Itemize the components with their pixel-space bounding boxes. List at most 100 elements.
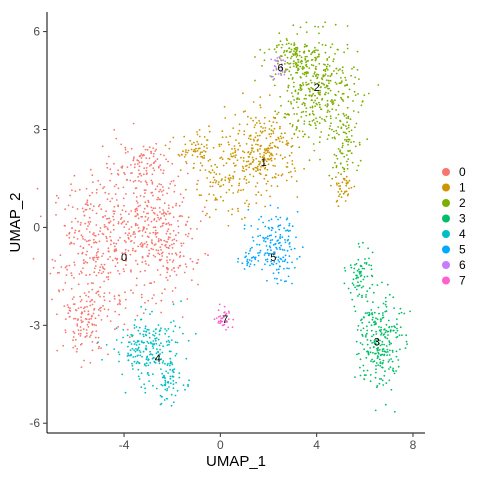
point-cluster-0 xyxy=(135,196,138,198)
point-cluster-0 xyxy=(159,211,161,213)
point-cluster-0 xyxy=(140,181,142,183)
point-cluster-1 xyxy=(282,136,285,139)
point-cluster-3 xyxy=(358,284,361,287)
point-cluster-3 xyxy=(396,327,398,330)
point-cluster-1 xyxy=(337,172,340,174)
point-cluster-3 xyxy=(376,386,378,389)
point-cluster-0 xyxy=(90,315,93,318)
point-cluster-4 xyxy=(165,370,168,373)
point-cluster-5 xyxy=(278,246,281,249)
point-cluster-1 xyxy=(269,158,272,160)
point-cluster-2 xyxy=(293,99,295,101)
point-cluster-2 xyxy=(314,46,316,49)
point-cluster-1 xyxy=(345,182,348,185)
point-cluster-0 xyxy=(107,278,110,281)
point-cluster-1 xyxy=(240,189,242,192)
point-cluster-0 xyxy=(150,163,153,166)
point-cluster-0 xyxy=(93,323,96,326)
point-cluster-0 xyxy=(197,179,199,182)
point-cluster-0 xyxy=(153,244,156,247)
point-cluster-0 xyxy=(91,323,93,325)
point-cluster-0 xyxy=(166,192,169,195)
point-cluster-0 xyxy=(137,217,140,220)
point-cluster-5 xyxy=(283,260,286,263)
point-cluster-0 xyxy=(72,336,75,338)
point-cluster-4 xyxy=(155,387,158,390)
point-cluster-0 xyxy=(87,225,89,228)
point-cluster-2 xyxy=(314,56,316,59)
point-cluster-0 xyxy=(115,242,118,245)
point-cluster-3 xyxy=(349,291,352,294)
point-cluster-3 xyxy=(378,342,380,345)
point-cluster-0 xyxy=(143,207,146,210)
point-cluster-0 xyxy=(74,317,77,320)
point-cluster-2 xyxy=(339,120,342,123)
point-cluster-0 xyxy=(141,215,144,218)
point-cluster-1 xyxy=(177,153,180,156)
point-cluster-1 xyxy=(203,154,206,157)
point-cluster-0 xyxy=(142,226,145,229)
point-cluster-0 xyxy=(113,242,115,245)
point-cluster-0 xyxy=(56,272,59,274)
point-cluster-1 xyxy=(347,193,350,196)
point-cluster-1 xyxy=(197,143,200,146)
point-cluster-4 xyxy=(145,362,148,365)
point-cluster-0 xyxy=(159,169,162,171)
point-cluster-2 xyxy=(297,61,300,63)
point-cluster-1 xyxy=(193,141,195,144)
point-cluster-4 xyxy=(146,355,149,358)
point-cluster-5 xyxy=(277,242,280,245)
point-cluster-0 xyxy=(145,181,148,184)
point-cluster-7 xyxy=(231,326,234,329)
point-cluster-5 xyxy=(252,256,255,258)
point-cluster-3 xyxy=(405,340,408,343)
point-cluster-0 xyxy=(93,271,96,274)
point-cluster-2 xyxy=(305,107,308,109)
point-cluster-2 xyxy=(290,102,293,105)
point-cluster-5 xyxy=(265,245,268,247)
point-cluster-0 xyxy=(145,263,147,265)
point-cluster-0 xyxy=(123,239,126,242)
point-cluster-3 xyxy=(389,349,391,352)
point-cluster-3 xyxy=(381,340,384,343)
point-cluster-4 xyxy=(152,340,155,342)
point-cluster-0 xyxy=(171,261,174,263)
point-cluster-0 xyxy=(99,183,102,186)
point-cluster-0 xyxy=(64,282,67,284)
point-cluster-1 xyxy=(219,157,222,160)
point-cluster-2 xyxy=(318,42,320,44)
point-cluster-1 xyxy=(234,156,237,159)
point-cluster-0 xyxy=(72,330,75,333)
point-cluster-2 xyxy=(324,68,327,71)
point-cluster-4 xyxy=(140,372,143,375)
point-cluster-3 xyxy=(366,329,369,332)
point-cluster-1 xyxy=(277,136,280,139)
point-cluster-1 xyxy=(230,177,232,179)
point-cluster-0 xyxy=(161,251,164,254)
point-cluster-1 xyxy=(196,131,198,133)
point-cluster-1 xyxy=(340,196,343,199)
point-cluster-3 xyxy=(370,264,373,267)
point-cluster-3 xyxy=(379,339,381,342)
point-cluster-0 xyxy=(89,220,92,223)
point-cluster-2 xyxy=(320,82,323,84)
point-cluster-5 xyxy=(277,271,280,274)
point-cluster-0 xyxy=(172,229,175,232)
point-cluster-3 xyxy=(360,329,362,332)
point-cluster-1 xyxy=(275,121,278,124)
point-cluster-0 xyxy=(185,223,187,226)
legend-key-1 xyxy=(442,183,450,192)
point-cluster-1 xyxy=(259,144,262,147)
point-cluster-1 xyxy=(268,158,270,161)
cluster-label-3: 3 xyxy=(374,337,380,349)
point-cluster-0 xyxy=(131,249,134,252)
point-cluster-0 xyxy=(87,295,90,298)
point-cluster-0 xyxy=(125,241,127,244)
point-cluster-5 xyxy=(264,263,266,266)
point-cluster-4 xyxy=(137,368,140,371)
point-cluster-2 xyxy=(314,25,316,28)
point-cluster-1 xyxy=(208,125,210,128)
point-cluster-2 xyxy=(308,159,311,162)
point-cluster-3 xyxy=(372,346,375,348)
point-cluster-3 xyxy=(388,340,391,342)
